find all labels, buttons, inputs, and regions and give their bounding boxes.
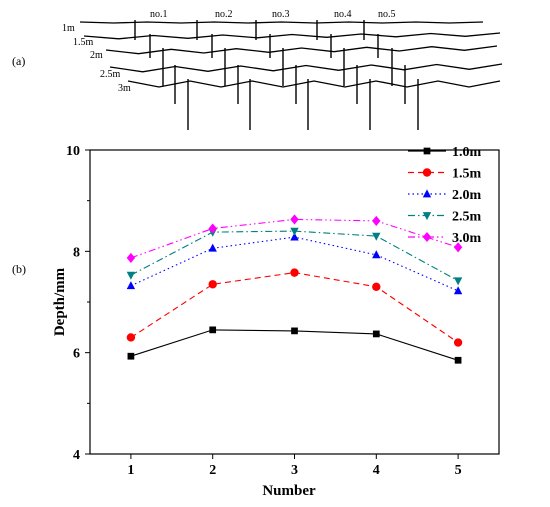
series-line	[130, 236, 459, 292]
column-label: no.4	[334, 9, 352, 20]
column-label: no.5	[378, 9, 396, 20]
row-label: 1m	[62, 23, 75, 34]
data-point	[372, 232, 381, 241]
x-tick-label: 3	[291, 463, 298, 478]
data-point	[372, 282, 381, 291]
row-label: 3m	[118, 83, 131, 94]
row-labels: 1m 1.5m 2m 2.5m 3m	[62, 23, 131, 94]
data-point	[208, 243, 217, 252]
x-axis-title: Number	[262, 483, 316, 499]
y-tick-label: 10	[66, 144, 80, 159]
legend-item: 1.5m	[408, 167, 482, 182]
data-point	[290, 227, 299, 236]
data-point	[291, 327, 298, 335]
sketch-row-line	[109, 63, 503, 73]
series-1.5m	[126, 268, 463, 347]
sketch-row-line	[105, 45, 498, 55]
sketch-row-line	[83, 32, 501, 40]
data-point	[127, 352, 135, 360]
legend-label: 3.0m	[452, 231, 482, 246]
row-label: 2.5m	[100, 69, 121, 80]
legend-label: 1.0m	[452, 145, 482, 160]
panel-a-label: (a)	[12, 54, 25, 68]
data-point	[126, 252, 136, 263]
data-point	[372, 330, 380, 338]
column-labels: no.1 no.2 no.3 no.4 no.5	[150, 9, 396, 20]
series-line	[130, 218, 459, 259]
panel-a: (a) 1m 1.5m 2m 2.5m 3m no.1 no.2 no.3 no…	[12, 9, 503, 130]
data-point	[453, 242, 463, 253]
data-point	[453, 338, 463, 347]
legend-marker	[422, 231, 432, 243]
series-2.0m	[126, 232, 463, 295]
legend-label: 2.5m	[452, 210, 482, 225]
panel-b-label: (b)	[12, 262, 26, 276]
data-point	[126, 281, 136, 290]
sketch-row-line	[79, 21, 484, 24]
legend-item: 2.5m	[408, 210, 482, 225]
row-label: 1.5m	[73, 37, 94, 48]
row-label: 2m	[90, 50, 103, 61]
x-tick-label: 2	[209, 463, 216, 478]
legend-marker	[422, 212, 432, 221]
panel-b: (b) 1 2 3 4 5 4 6 8 10 1.0m 1.5m 2.0m 2.5m 3.0m Dept…	[12, 144, 500, 499]
column-label: no.2	[215, 9, 233, 20]
legend-marker	[423, 147, 431, 155]
series-layer	[126, 214, 463, 364]
legend-item: 1.0m	[408, 145, 482, 160]
axis-ticks: 1 2 3 4 5 4 6 8 10	[66, 144, 462, 478]
column-label: no.1	[150, 9, 168, 20]
x-tick-label: 4	[373, 463, 380, 478]
legend-label: 2.0m	[452, 188, 482, 203]
y-axis-title: Depth/mm	[52, 267, 68, 336]
legend-item: 3.0m	[408, 231, 482, 246]
data-point	[290, 214, 299, 225]
y-tick-label: 6	[73, 347, 80, 362]
data-point	[209, 326, 217, 334]
data-point	[453, 286, 463, 295]
data-point	[290, 232, 299, 241]
series-line	[130, 329, 459, 361]
legend-label: 1.5m	[452, 167, 482, 182]
x-tick-label: 1	[127, 463, 134, 478]
data-point	[372, 215, 381, 226]
series-1.0m	[127, 326, 462, 364]
column-label: no.3	[272, 9, 290, 20]
plot-frame	[89, 149, 500, 455]
legend-item: 2.0m	[408, 188, 482, 203]
data-point	[290, 268, 299, 277]
series-3.0m	[126, 214, 463, 263]
data-point	[208, 223, 217, 234]
grid-sketch	[79, 20, 503, 130]
sketch-row-line	[127, 80, 501, 88]
legend-marker	[422, 168, 432, 177]
data-point	[454, 356, 462, 364]
data-point	[453, 277, 463, 286]
x-tick-label: 5	[455, 463, 462, 478]
data-point	[208, 280, 217, 289]
y-tick-label: 4	[73, 448, 80, 463]
legend: 1.0m 1.5m 2.0m 2.5m 3.0m	[408, 145, 482, 246]
data-point	[126, 333, 136, 342]
data-point	[126, 271, 136, 280]
data-point	[372, 250, 381, 259]
legend-marker	[422, 189, 432, 198]
y-tick-label: 8	[73, 245, 80, 260]
